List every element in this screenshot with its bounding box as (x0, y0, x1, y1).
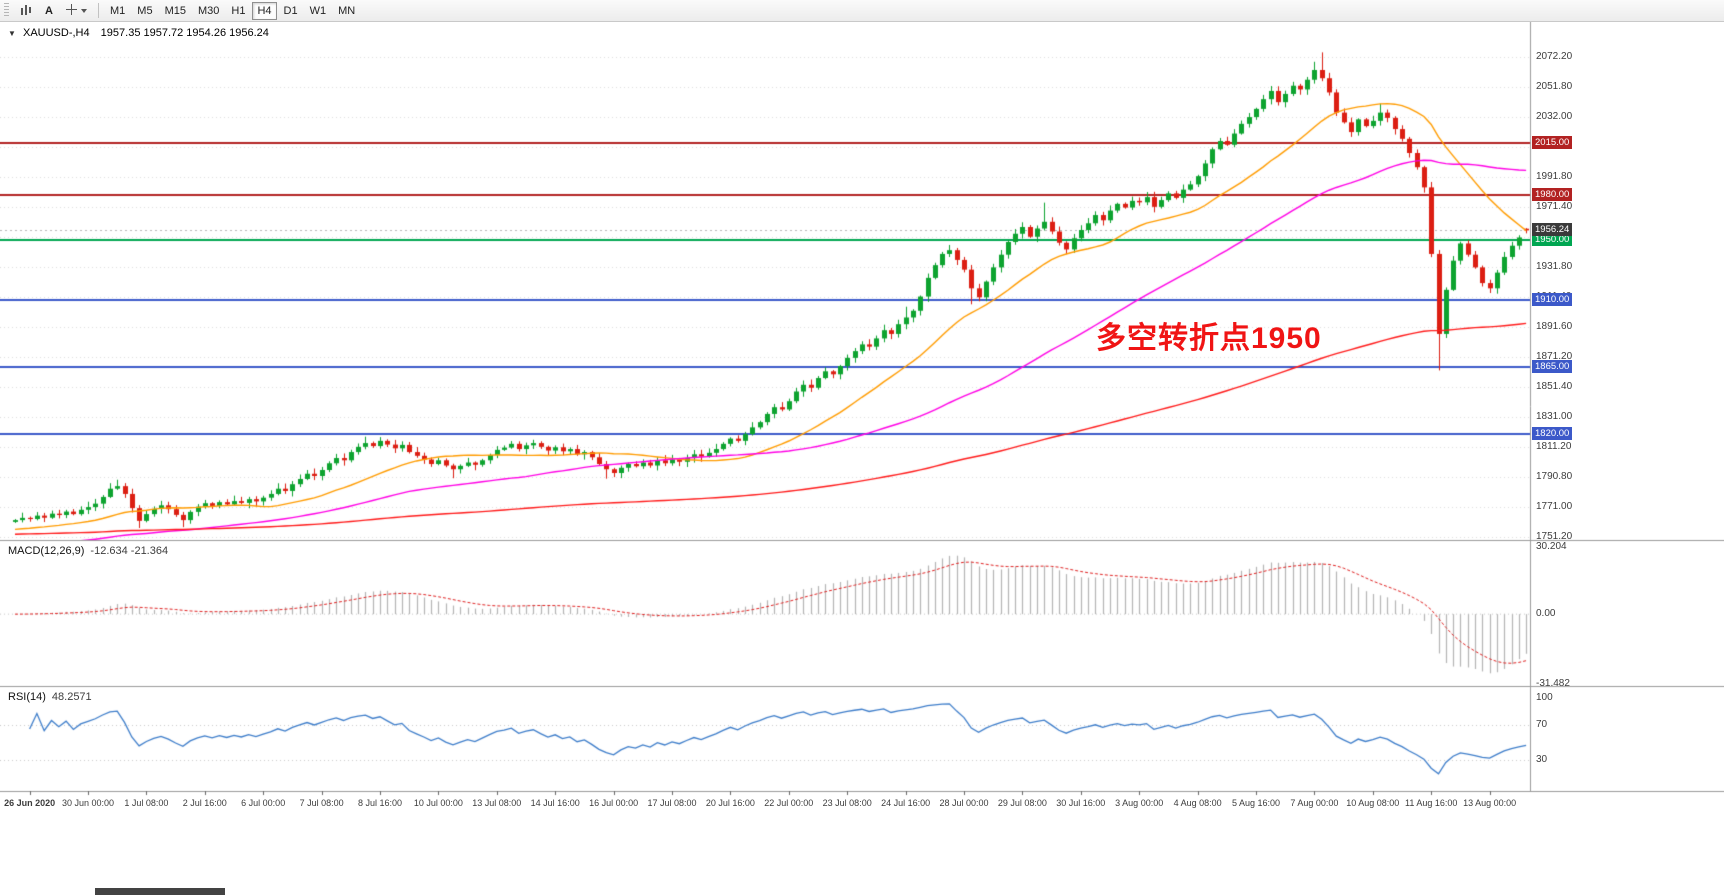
price-axis-label: 1871.20 (1536, 351, 1573, 362)
crosshair-button[interactable] (60, 2, 92, 20)
time-axis-label: 26 Jun 2020 (4, 798, 56, 808)
time-axis-label: 1 Jul 08:00 (124, 798, 169, 808)
annotation-text: 多空转折点1950 (1096, 322, 1322, 355)
macd-name: MACD(12,26,9) (8, 545, 85, 557)
price-axis-label: 1891.60 (1536, 321, 1573, 332)
price-axis-label: 1811.20 (1536, 441, 1572, 452)
chart-window: ▼ XAUUSD-,H4 1957.35 1957.72 1954.26 195… (0, 22, 1724, 895)
chart-symbol-period: XAUUSD-,H4 (22, 27, 90, 39)
price-axis-label: 1771.00 (1536, 501, 1573, 512)
price-level-badge: 2015.00 (1532, 135, 1573, 149)
collapse-icon[interactable]: ▼ (8, 29, 16, 38)
time-axis-label: 4 Aug 08:00 (1173, 798, 1222, 808)
time-axis-label: 13 Aug 00:00 (1463, 798, 1517, 808)
price-level-badge: 1820.00 (1532, 427, 1573, 441)
time-axis-label: 16 Jul 00:00 (589, 798, 639, 808)
current-price-badge: 1956.24 (1532, 223, 1573, 237)
price-level-badge: 1980.00 (1532, 187, 1573, 201)
price-axis-label: 1971.40 (1536, 201, 1573, 212)
timeframe-button-w1[interactable]: W1 (309, 4, 327, 17)
rsi-scale-label: 100 (1536, 692, 1553, 703)
timeframe-button-h4[interactable]: H4 (252, 1, 277, 20)
bar-chart-icon (20, 3, 33, 19)
time-axis-label: 14 Jul 16:00 (530, 798, 580, 808)
time-axis-label: 23 Jul 08:00 (822, 798, 872, 808)
price-axis-label: 1790.80 (1536, 471, 1573, 482)
chevron-down-icon (81, 8, 87, 13)
time-axis-label: 17 Jul 08:00 (647, 798, 697, 808)
timeframe-button-m5[interactable]: M5 (137, 4, 153, 17)
toolbar-separator (98, 3, 99, 18)
timeframe-button-h1[interactable]: H1 (231, 4, 246, 17)
macd-scale-label: -31.482 (1536, 678, 1570, 690)
time-axis-label: 3 Aug 00:00 (1115, 798, 1164, 808)
price-axis-label: 1991.80 (1536, 171, 1573, 182)
time-axis-label: 10 Jul 00:00 (413, 798, 463, 808)
time-axis-label: 8 Jul 16:00 (357, 798, 403, 808)
price-axis-label: 1851.40 (1536, 381, 1573, 392)
price-axis-label: 1931.80 (1536, 261, 1573, 272)
rsi-value: 48.2571 (51, 691, 92, 703)
price-level-badge: 1865.00 (1532, 359, 1573, 373)
timeframe-button-m1[interactable]: M1 (110, 4, 126, 17)
top-toolbar: A M1 M5 M15 M30 H1 H4 D1 W1 MN (0, 0, 1724, 22)
time-axis-label: 10 Aug 08:00 (1346, 798, 1400, 808)
timeframe-button-d1[interactable]: D1 (283, 4, 298, 17)
time-axis-label: 11 Aug 16:00 (1404, 798, 1458, 808)
price-axis-label: 1751.20 (1536, 531, 1573, 542)
price-axis-label: 1831.00 (1536, 411, 1573, 422)
time-axis-label: 6 Jul 00:00 (241, 798, 286, 808)
toolbar-grip[interactable] (4, 3, 9, 18)
charts-button[interactable] (15, 2, 38, 20)
time-axis-label: 28 Jul 00:00 (939, 798, 989, 808)
rsi-scale-label: 70 (1536, 718, 1548, 730)
time-axis-label: 13 Jul 08:00 (472, 798, 522, 808)
macd-scale-label: 0.00 (1536, 608, 1556, 620)
macd-indicator-label: MACD(12,26,9) -12.634 -21.364 (8, 545, 168, 557)
chart-title-bar: ▼ XAUUSD-,H4 1957.35 1957.72 1954.26 195… (8, 27, 269, 39)
timeframe-button-mn[interactable]: MN (338, 4, 356, 17)
time-axis-label: 7 Aug 00:00 (1290, 798, 1339, 808)
time-axis-label: 30 Jul 16:00 (1056, 798, 1106, 808)
time-axis-label: 30 Jun 00:00 (61, 798, 115, 808)
time-axis-label: 20 Jul 16:00 (705, 798, 755, 808)
rsi-name: RSI(14) (8, 691, 46, 703)
time-axis-label: 2 Jul 16:00 (182, 798, 227, 808)
rsi-indicator-label: RSI(14) 48.2571 (8, 691, 92, 703)
price-axis-label: 2032.00 (1536, 111, 1573, 122)
time-axis-label: 22 Jul 00:00 (764, 798, 814, 808)
price-level-badge: 1910.00 (1532, 292, 1573, 306)
text-tool-button[interactable]: A (45, 4, 53, 17)
time-axis-label: 7 Jul 08:00 (299, 798, 344, 808)
timeframe-button-m15[interactable]: M15 (164, 4, 186, 17)
price-axis-label: 2051.80 (1536, 81, 1573, 92)
macd-values: -12.634 -21.364 (90, 545, 169, 557)
rsi-scale-label: 30 (1536, 754, 1548, 766)
screen-edge-artifact (95, 888, 225, 895)
time-axis-label: 5 Aug 16:00 (1231, 798, 1281, 808)
timeframe-toolbar: M1 M5 M15 M30 H1 H4 D1 W1 MN (104, 1, 361, 20)
time-axis-label: 29 Jul 08:00 (997, 798, 1047, 808)
timeframe-button-m30[interactable]: M30 (197, 4, 220, 17)
macd-scale-label: 30.204 (1536, 540, 1567, 552)
crosshair-icon (65, 3, 78, 19)
price-chart-canvas[interactable] (0, 22, 1724, 895)
price-axis-label: 2072.20 (1536, 51, 1573, 62)
time-axis-label: 24 Jul 16:00 (881, 798, 931, 808)
chart-ohlc-values: 1957.35 1957.72 1954.26 1956.24 (100, 27, 269, 39)
